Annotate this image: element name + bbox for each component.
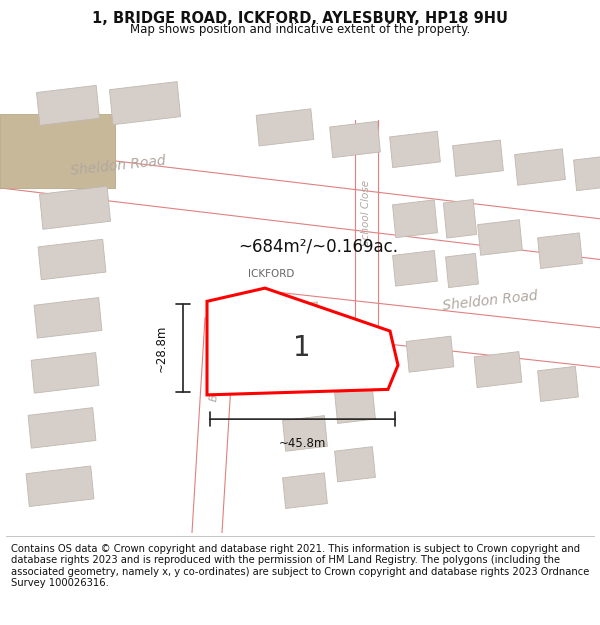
Text: Sheldon Road: Sheldon Road xyxy=(70,154,166,178)
Text: Contains OS data © Crown copyright and database right 2021. This information is : Contains OS data © Crown copyright and d… xyxy=(11,544,589,588)
Text: ~684m²/~0.169ac.: ~684m²/~0.169ac. xyxy=(238,238,398,255)
Polygon shape xyxy=(28,408,96,448)
Polygon shape xyxy=(392,251,437,286)
Polygon shape xyxy=(256,109,314,146)
Polygon shape xyxy=(574,156,600,191)
Polygon shape xyxy=(283,416,328,451)
Polygon shape xyxy=(538,233,583,269)
Text: School Close: School Close xyxy=(361,180,371,246)
Polygon shape xyxy=(478,219,523,255)
Polygon shape xyxy=(283,355,328,391)
Polygon shape xyxy=(283,473,328,509)
Polygon shape xyxy=(474,352,522,388)
Polygon shape xyxy=(392,200,437,238)
Polygon shape xyxy=(40,186,110,229)
Polygon shape xyxy=(335,447,376,482)
Polygon shape xyxy=(0,114,115,188)
Polygon shape xyxy=(335,328,376,363)
Polygon shape xyxy=(34,298,102,338)
Polygon shape xyxy=(31,352,99,393)
Polygon shape xyxy=(538,366,578,401)
Text: Bridge Road: Bridge Road xyxy=(209,332,227,402)
Text: 1: 1 xyxy=(293,334,311,361)
Polygon shape xyxy=(443,199,476,238)
Polygon shape xyxy=(207,288,398,395)
Text: ~45.8m: ~45.8m xyxy=(279,437,326,450)
Text: Map shows position and indicative extent of the property.: Map shows position and indicative extent… xyxy=(130,23,470,36)
Text: Sheldon Road: Sheldon Road xyxy=(442,289,538,313)
Polygon shape xyxy=(0,148,600,259)
Polygon shape xyxy=(192,318,235,532)
Text: 1, BRIDGE ROAD, ICKFORD, AYLESBURY, HP18 9HU: 1, BRIDGE ROAD, ICKFORD, AYLESBURY, HP18… xyxy=(92,11,508,26)
Polygon shape xyxy=(452,140,503,176)
Polygon shape xyxy=(269,302,320,341)
Polygon shape xyxy=(515,149,565,185)
Polygon shape xyxy=(329,121,380,158)
Text: ICKFORD: ICKFORD xyxy=(248,269,295,279)
Polygon shape xyxy=(26,466,94,506)
Polygon shape xyxy=(38,239,106,280)
Polygon shape xyxy=(335,388,376,424)
Polygon shape xyxy=(355,119,378,329)
Polygon shape xyxy=(389,131,440,168)
Polygon shape xyxy=(37,86,100,126)
Polygon shape xyxy=(109,82,181,125)
Polygon shape xyxy=(406,336,454,372)
Polygon shape xyxy=(446,253,478,288)
Polygon shape xyxy=(205,188,235,318)
Polygon shape xyxy=(260,290,600,368)
Text: ~28.8m: ~28.8m xyxy=(155,324,167,372)
